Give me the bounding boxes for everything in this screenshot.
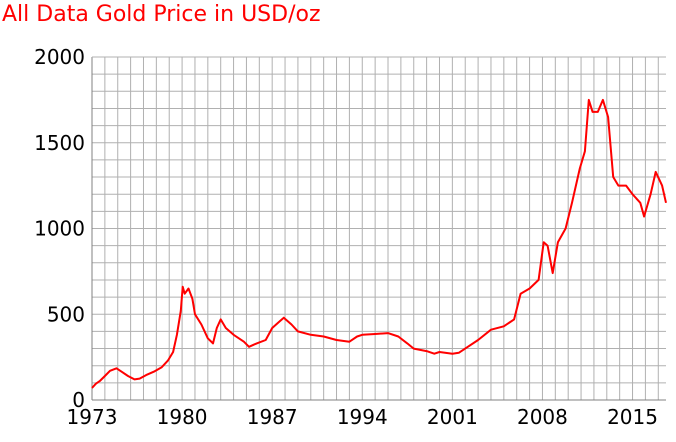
gridlines xyxy=(91,57,666,400)
x-tick-label: 2015 xyxy=(607,405,658,429)
axes xyxy=(91,56,666,401)
chart-title: All Data Gold Price in USD/oz xyxy=(2,2,321,27)
series-lines xyxy=(91,98,667,389)
x-tick-label: 2008 xyxy=(517,405,568,429)
series-line-0 xyxy=(91,98,667,389)
y-tick-label: 1500 xyxy=(34,131,85,155)
y-tick-label: 500 xyxy=(47,302,85,326)
x-tick-label: 1980 xyxy=(157,405,208,429)
y-tick-label: 2000 xyxy=(34,45,85,69)
y-tick-label: 1000 xyxy=(34,217,85,241)
x-tick-label: 1987 xyxy=(247,405,298,429)
y-tick-labels: 0 500 1000 1500 2000 xyxy=(34,45,85,412)
x-tick-label: 1973 xyxy=(67,405,118,429)
x-tick-labels: 1973 1980 1987 1994 2001 2008 2015 xyxy=(67,405,658,429)
x-tick-label: 2001 xyxy=(427,405,478,429)
x-tick-label: 1994 xyxy=(337,405,388,429)
y-tick-label: 0 xyxy=(72,388,85,412)
